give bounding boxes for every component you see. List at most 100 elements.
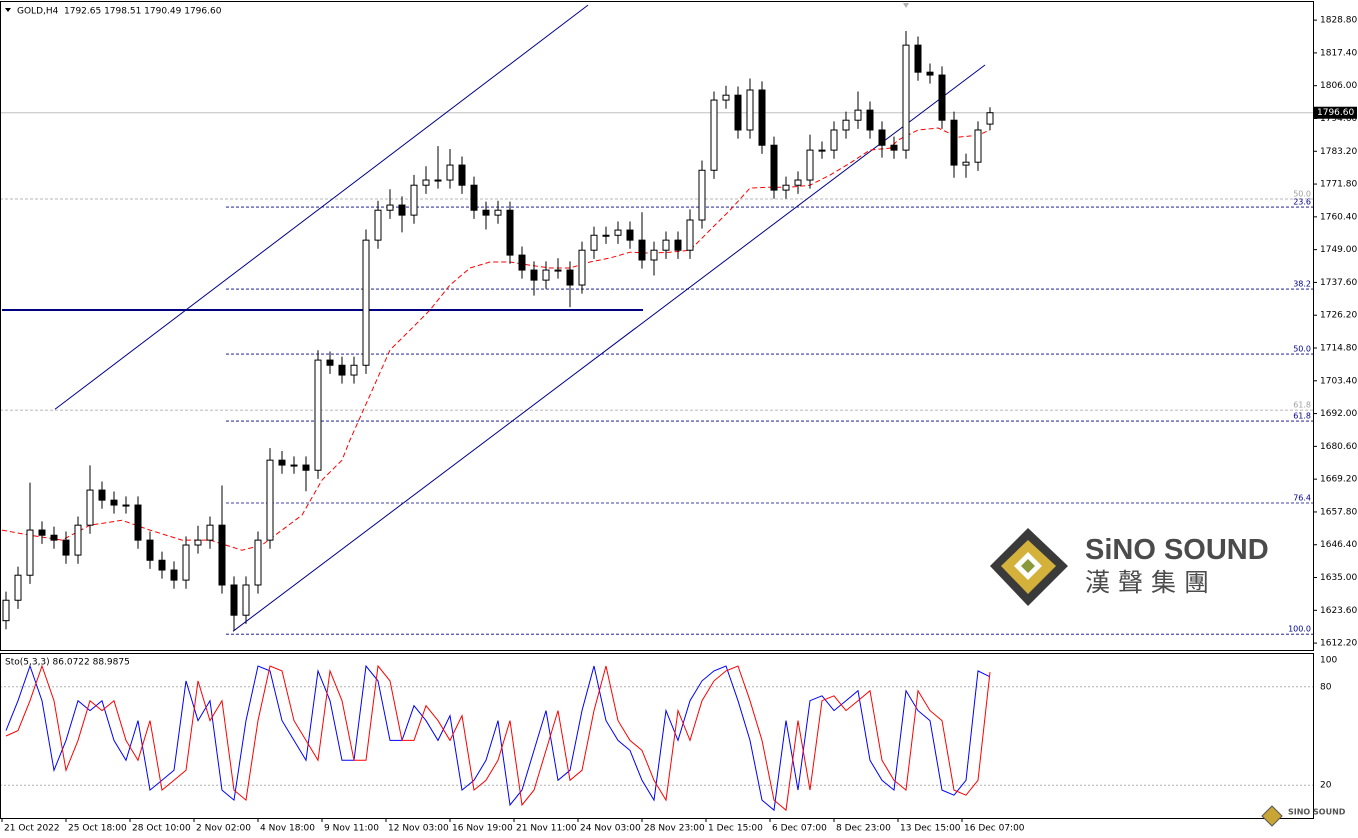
candle-body (290, 464, 298, 467)
candle-body (206, 524, 214, 541)
small-logo-diamond (1261, 805, 1283, 827)
y-tick-label: 1726.20 (1320, 311, 1357, 321)
x-tick-label: 28 Oct 10:00 (132, 824, 191, 834)
x-tick-label: 13 Dec 15:00 (900, 824, 961, 834)
candle-body (878, 129, 886, 146)
y-tick-label: 1623.60 (1320, 606, 1357, 616)
y-tick-label: 1692.00 (1320, 409, 1357, 419)
candle-body (494, 209, 502, 216)
logo-name: SiNO SOUND (1085, 534, 1269, 566)
candle-body (398, 204, 406, 216)
candle-body (614, 229, 622, 236)
candle-body (890, 144, 898, 151)
y-tick-label: 1771.80 (1320, 180, 1357, 190)
current-price-label: 1796.60 (1317, 108, 1354, 118)
candle-body (62, 539, 70, 556)
candle-body (326, 359, 334, 366)
y-tick-label: 1714.80 (1320, 344, 1357, 354)
candle-body (794, 179, 802, 186)
x-tick-label: 2 Nov 02:00 (196, 824, 251, 834)
candle-body (530, 269, 538, 281)
fib-label: 61.8 (1293, 412, 1311, 421)
candle-body (914, 44, 922, 73)
symbol-arrow (5, 8, 11, 12)
stoch-tick-label: 80 (1320, 682, 1332, 692)
overlay-layer: 1828.80 1817.40 1806.00 1794.60 1783.20 1771.… (1, 16, 1357, 834)
candle-body (734, 94, 742, 131)
candle-body (686, 219, 694, 251)
moving-average (1, 127, 991, 551)
candle-body (422, 179, 430, 186)
x-tick-label: 25 Oct 18:00 (68, 824, 127, 834)
fib-label: 50.0 (1293, 190, 1311, 199)
y-tick-label: 1806.00 (1320, 81, 1357, 91)
candle-body (650, 249, 658, 261)
candle-body (350, 364, 358, 376)
candle-body (194, 539, 202, 546)
candle-body (626, 229, 634, 241)
candle-body (74, 524, 82, 556)
candle-body (278, 459, 286, 466)
y-tick-label: 1817.40 (1320, 48, 1357, 58)
candle-body (554, 269, 562, 272)
trendline (54, 4, 589, 410)
y-tick-label: 1828.80 (1320, 16, 1357, 26)
stoch-title: Sto(5,3,3) 86.0722 88.9875 (5, 658, 130, 668)
candle-body (230, 584, 238, 616)
candle-body (86, 489, 94, 526)
x-tick-label: 1 Dec 15:00 (708, 824, 763, 834)
candle-body (722, 94, 730, 101)
y-tick-label: 1646.40 (1320, 540, 1357, 550)
candle-body (770, 144, 778, 191)
candle-body (314, 359, 322, 471)
candle-body (830, 129, 838, 151)
stoch-panel-border (0, 653, 1314, 819)
candle-body (254, 539, 262, 586)
candle-body (2, 599, 10, 622)
candle-body (338, 364, 346, 376)
y-tick-label: 1794.60 (1320, 114, 1357, 124)
candle-body (458, 164, 466, 186)
candle-body (542, 269, 550, 281)
small-logo-name: SINO SOUND (1288, 808, 1346, 817)
candle-body (818, 149, 826, 152)
candle-body (170, 569, 178, 581)
candle-body (482, 209, 490, 216)
y-tick-label: 1760.40 (1320, 212, 1357, 222)
candle-body (638, 239, 646, 261)
x-tick-label: 21 Nov 11:00 (516, 824, 577, 834)
candle-body (110, 499, 118, 506)
candle-body (98, 489, 106, 501)
x-tick-label: 24 Nov 03:00 (580, 824, 641, 834)
candle-body (578, 249, 586, 286)
x-tick-label: 6 Dec 07:00 (772, 824, 827, 834)
candle-body (386, 204, 394, 211)
candle-body (134, 504, 142, 541)
x-tick-label: 9 Nov 11:00 (324, 824, 379, 834)
candle-body (302, 464, 310, 471)
candle-body (938, 74, 946, 121)
candle-body (506, 209, 514, 256)
fib-label: 61.8 (1293, 401, 1311, 410)
candle-body (902, 44, 910, 151)
candle-body (782, 184, 790, 191)
candle-body (446, 164, 454, 181)
candle-body (218, 524, 226, 586)
candle-body (122, 504, 130, 507)
x-tick-label: 16 Nov 19:00 (452, 824, 513, 834)
candle-body (566, 269, 574, 286)
candle-body (590, 234, 598, 251)
fib-label: 100.0 (1288, 625, 1311, 634)
y-tick-label: 1703.40 (1320, 376, 1357, 386)
fib-label: 76.4 (1293, 494, 1311, 503)
candle-body (434, 179, 442, 182)
y-tick-label: 1749.00 (1320, 245, 1357, 255)
y-tick-label: 1680.60 (1320, 442, 1357, 452)
x-tick-label: 16 Dec 07:00 (964, 824, 1025, 834)
stoch-line (5, 664, 991, 812)
current-price-box (1314, 106, 1357, 119)
fib-label: 50.0 (1293, 345, 1311, 354)
x-tick-label: 12 Nov 03:00 (388, 824, 449, 834)
candle-body (470, 184, 478, 211)
